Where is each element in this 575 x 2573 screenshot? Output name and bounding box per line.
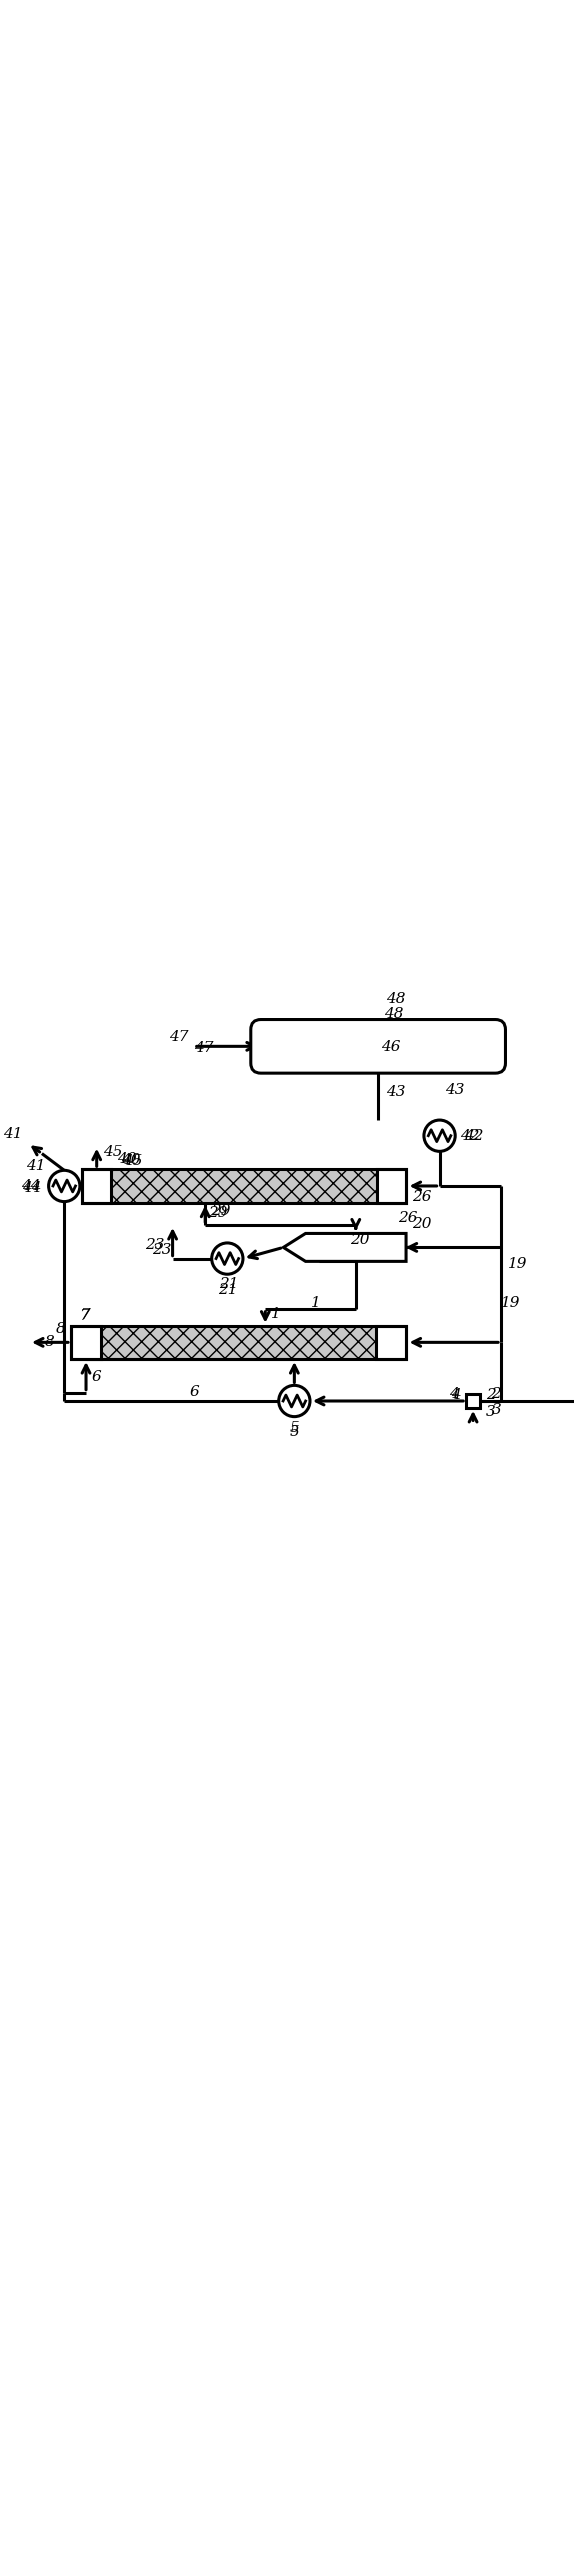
Text: 19: 19 [501,1297,520,1310]
Text: 6: 6 [91,1371,101,1384]
Text: 19: 19 [508,1258,527,1271]
Text: 5: 5 [289,1425,299,1438]
Text: 46: 46 [381,1039,400,1055]
Text: 43: 43 [386,1086,406,1099]
Text: 45: 45 [123,1153,143,1168]
Bar [82,1168,112,1202]
Text: 41: 41 [3,1127,22,1142]
Bar [82,1168,406,1202]
Text: 2: 2 [492,1387,501,1400]
Text: 2: 2 [486,1389,496,1402]
Bar [71,1325,101,1359]
Text: 3: 3 [486,1405,496,1420]
Text: 1: 1 [271,1307,281,1323]
FancyBboxPatch shape [251,1019,505,1073]
Text: 4: 4 [451,1389,461,1402]
Text: 45: 45 [104,1145,123,1160]
Text: 7: 7 [80,1307,90,1323]
Text: 8: 8 [56,1323,66,1335]
Text: 44: 44 [21,1178,40,1194]
Text: 20: 20 [412,1217,431,1230]
Bar [376,1325,406,1359]
Text: 5: 5 [289,1420,299,1436]
Text: 20: 20 [353,1240,374,1256]
Bar [101,1325,376,1359]
Bar [71,1325,406,1359]
Text: 47: 47 [168,1029,188,1045]
Text: 4: 4 [450,1387,459,1400]
Text: 1: 1 [311,1297,321,1310]
Circle shape [424,1119,455,1150]
Text: 7: 7 [79,1310,89,1323]
Text: 26: 26 [412,1191,431,1204]
Text: 46: 46 [370,1037,395,1055]
Bar [466,1395,480,1407]
Text: 42: 42 [463,1130,483,1142]
Circle shape [279,1384,310,1418]
Text: 23: 23 [152,1243,171,1258]
Text: 6: 6 [190,1384,200,1400]
Text: 48: 48 [384,1006,403,1021]
Text: 21: 21 [217,1281,237,1297]
Text: 41: 41 [26,1160,46,1173]
Text: 29: 29 [208,1207,227,1220]
Polygon shape [283,1232,406,1261]
Text: 42: 42 [460,1130,480,1142]
Text: 43: 43 [445,1083,465,1096]
Circle shape [49,1171,80,1202]
Text: 8: 8 [44,1335,54,1348]
Text: 48: 48 [386,993,406,1006]
Text: 44: 44 [22,1181,42,1196]
Text: 47: 47 [194,1042,213,1055]
Text: 3: 3 [492,1402,501,1418]
Text: 20: 20 [350,1232,370,1248]
Bar [112,1168,377,1202]
Text: 40: 40 [121,1153,141,1168]
Circle shape [212,1243,243,1274]
Text: 26: 26 [398,1209,417,1225]
Text: 23: 23 [145,1238,164,1250]
Text: 40: 40 [117,1153,136,1166]
Text: 21: 21 [218,1276,238,1292]
Text: 29: 29 [211,1204,231,1217]
Bar [377,1168,406,1202]
